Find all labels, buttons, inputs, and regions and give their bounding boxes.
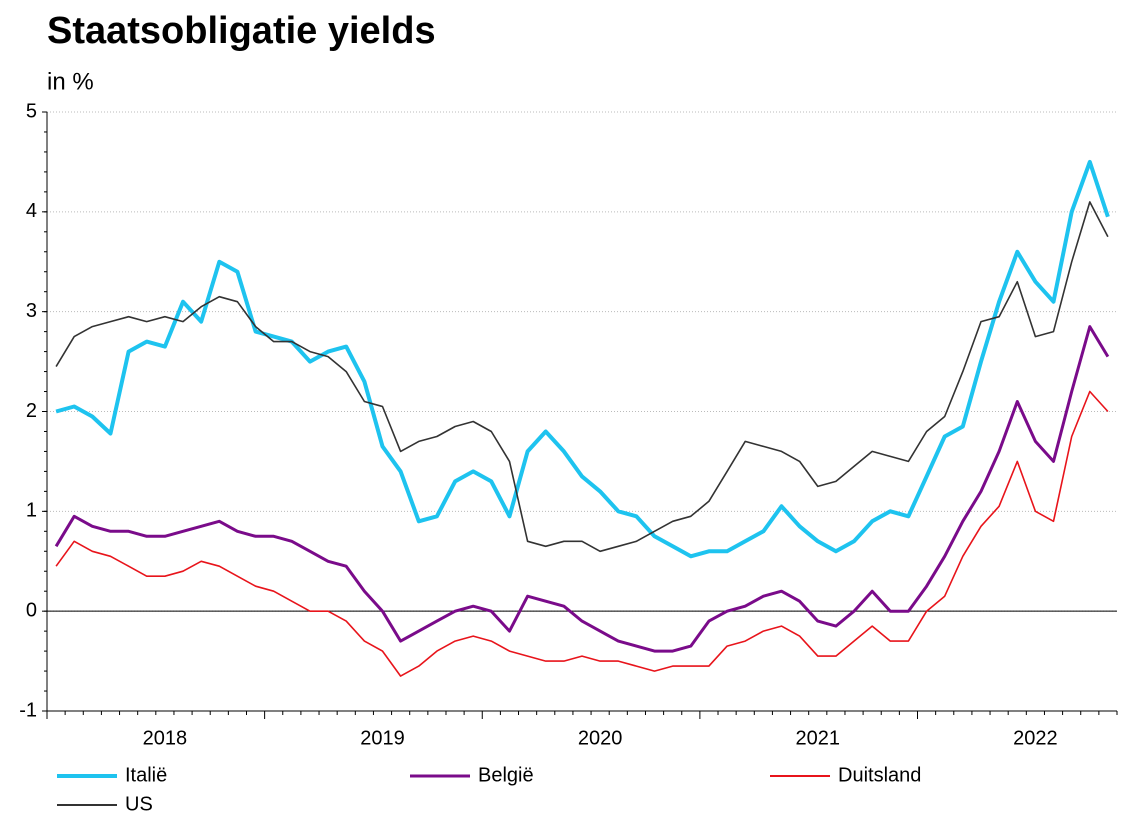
- x-tick-label: 2022: [1013, 727, 1058, 749]
- series-line: [55, 390, 1109, 677]
- y-tick-label: 0: [26, 599, 37, 621]
- chart-title: Staatsobligatie yields: [47, 10, 436, 52]
- chart-subtitle: in %: [47, 68, 94, 95]
- legend-label: US: [125, 793, 153, 815]
- y-tick-label: 4: [26, 200, 37, 222]
- legend-label: Duitsland: [838, 764, 921, 786]
- legend-label: België: [478, 764, 534, 786]
- y-tick-label: 1: [26, 500, 37, 522]
- series-line: [55, 159, 1110, 559]
- x-tick-label: 2018: [143, 727, 188, 749]
- series-line: [55, 201, 1109, 553]
- x-tick-label: 2019: [360, 727, 405, 749]
- legend-label: Italië: [125, 764, 167, 786]
- y-tick-label: 5: [26, 100, 37, 122]
- y-tick-label: 3: [26, 300, 37, 322]
- series-line: [54, 325, 1110, 653]
- y-tick-label: -1: [19, 699, 37, 721]
- x-tick-label: 2021: [796, 727, 841, 749]
- x-tick-label: 2020: [578, 727, 623, 749]
- y-tick-label: 2: [26, 400, 37, 422]
